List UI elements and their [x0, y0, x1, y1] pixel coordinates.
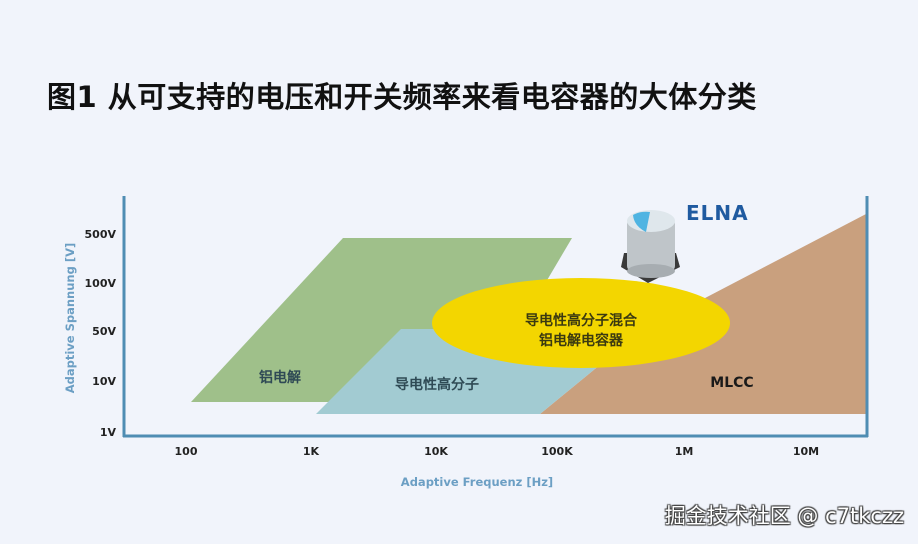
- brand-logo: ELNA: [686, 201, 749, 225]
- figure-title: 图1 从可支持的电压和开关频率来看电容器的大体分类: [47, 80, 757, 114]
- x-tick: 10K: [424, 445, 448, 458]
- x-tick: 1K: [303, 445, 320, 458]
- conductive-polymer-label: 导电性高分子: [395, 376, 479, 393]
- hybrid-capacitor-region: [432, 278, 730, 368]
- x-tick: 1M: [675, 445, 694, 458]
- y-tick: 50V: [92, 325, 116, 338]
- watermark: 掘金技术社区 @ c7tkczz: [664, 504, 904, 528]
- x-axis-label: Adaptive Frequenz [Hz]: [401, 475, 553, 489]
- y-tick: 500V: [85, 228, 117, 241]
- y-tick: 100V: [85, 277, 117, 290]
- y-axis-label: Adaptive Spannung [V]: [63, 243, 77, 394]
- y-tick: 1V: [100, 426, 117, 439]
- hybrid-label-line1: 导电性高分子混合: [525, 312, 638, 329]
- capacitor-image: [621, 210, 680, 283]
- x-tick: 100K: [541, 445, 573, 458]
- x-tick: 10M: [793, 445, 819, 458]
- mlcc-label: MLCC: [710, 375, 753, 391]
- aluminum-electrolytic-label: 铝电解: [259, 369, 301, 386]
- y-tick: 10V: [92, 375, 116, 388]
- hybrid-label-line2: 铝电解电容器: [539, 332, 624, 349]
- x-tick: 100: [175, 445, 198, 458]
